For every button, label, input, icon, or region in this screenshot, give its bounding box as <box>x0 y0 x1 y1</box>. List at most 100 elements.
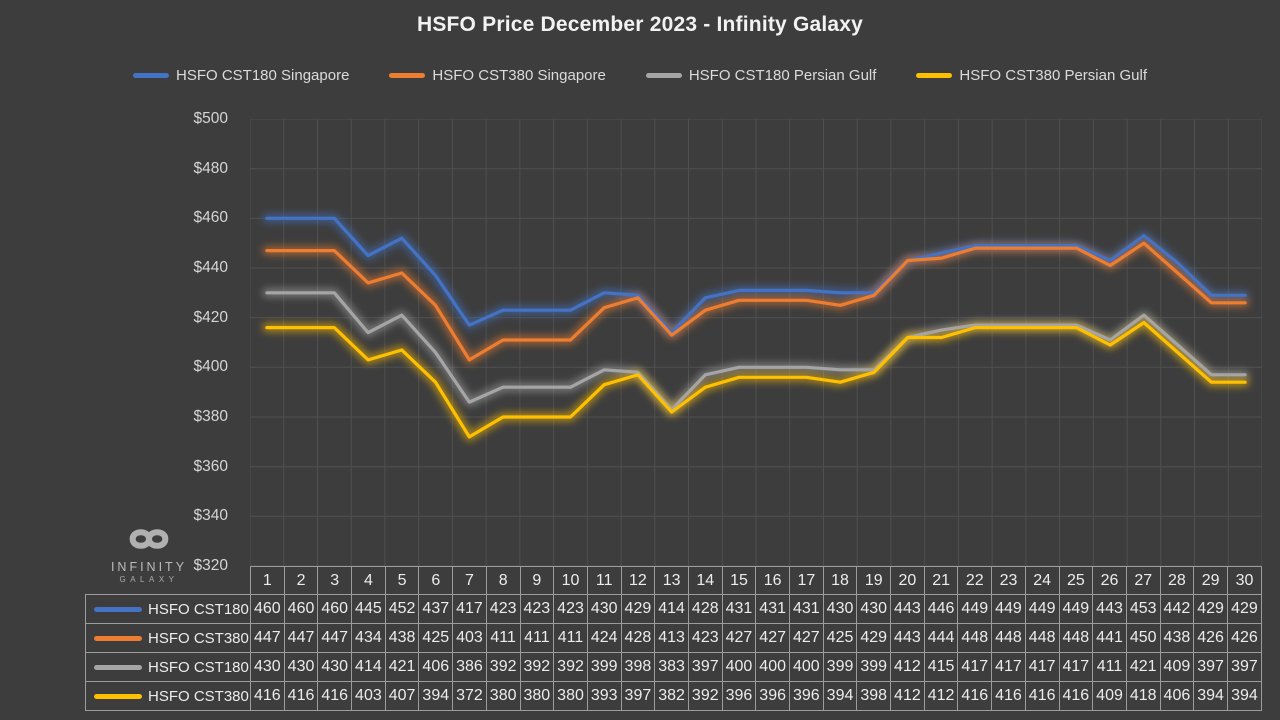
value-cell: 430 <box>856 594 892 624</box>
legend-item-label: HSFO CST380 Singapore <box>432 67 606 84</box>
legend-line-icon <box>645 73 682 78</box>
series-line-3 <box>265 291 1247 412</box>
day-header-cell: 29 <box>1193 566 1228 595</box>
value-cell: 383 <box>654 652 689 682</box>
day-header-cell: 5 <box>384 566 420 595</box>
value-cell: 406 <box>1159 681 1195 711</box>
value-cell: 396 <box>755 681 790 711</box>
day-header-cell: 10 <box>553 566 588 595</box>
table-row: HSFO CST380 Singapore4474474474344384254… <box>85 623 1263 653</box>
y-axis-labels: $320 $340 $360 $380 $400 $420 $440 $460 $480 $500 <box>0 110 240 574</box>
value-cell: 394 <box>418 681 454 711</box>
value-cell: 427 <box>721 623 757 653</box>
value-cell: 418 <box>1125 681 1161 711</box>
value-cell: 427 <box>755 623 790 653</box>
value-cell: 412 <box>923 681 959 711</box>
series-line-2 <box>265 241 1247 362</box>
legend-item-4: HSFO CST380 Persian Gulf <box>916 67 1147 84</box>
legend-item-1: HSFO CST180 Singapore <box>133 67 349 84</box>
value-cell: 445 <box>351 594 386 624</box>
value-cell: 392 <box>553 652 588 682</box>
value-cell: 423 <box>553 594 588 624</box>
value-cell: 437 <box>418 594 454 624</box>
value-cell: 400 <box>789 652 824 682</box>
value-cell: 409 <box>1159 652 1195 682</box>
day-header-cell: 25 <box>1058 566 1094 595</box>
value-cell: 416 <box>1024 681 1060 711</box>
value-cell: 416 <box>250 681 285 711</box>
day-header-cell: 20 <box>890 566 925 595</box>
value-cell: 386 <box>452 652 487 682</box>
value-cell: 443 <box>890 623 925 653</box>
y-axis-tick-label: $380 <box>193 408 228 425</box>
value-cell: 399 <box>856 652 892 682</box>
y-axis-tick-label: $500 <box>193 110 228 127</box>
value-cell: 431 <box>789 594 824 624</box>
value-cell: 417 <box>1024 652 1060 682</box>
legend-item-3: HSFO CST180 Persian Gulf <box>645 67 876 84</box>
logo-text-infinity: INFINITY <box>110 560 188 574</box>
value-cell: 392 <box>485 652 521 682</box>
value-cell: 394 <box>1193 681 1228 711</box>
legend-line-icon <box>133 73 169 78</box>
value-cell: 460 <box>283 594 319 624</box>
day-header-cell: 6 <box>418 566 454 595</box>
series-label-cell: HSFO CST380 Persian Gulf <box>85 681 251 711</box>
series-line-icon <box>94 693 142 699</box>
legend-line-icon <box>389 73 426 78</box>
value-cell: 416 <box>317 681 353 711</box>
day-header-cell: 8 <box>485 566 521 595</box>
value-cell: 448 <box>1058 623 1094 653</box>
value-cell: 417 <box>991 652 1026 682</box>
value-cell: 427 <box>789 623 824 653</box>
series-label-cell: HSFO CST180 Persian Gulf <box>85 652 251 682</box>
value-cell: 399 <box>586 652 622 682</box>
day-header-cell: 24 <box>1024 566 1060 595</box>
value-cell: 429 <box>1193 594 1228 624</box>
value-cell: 412 <box>890 681 925 711</box>
day-header-cell: 15 <box>721 566 757 595</box>
infinity-galaxy-logo: INFINITY GALAXY <box>103 523 195 584</box>
value-cell: 430 <box>250 652 285 682</box>
chart-title: HSFO Price December 2023 - Infinity Gala… <box>416 13 864 36</box>
value-cell: 447 <box>317 623 353 653</box>
series-line-icon <box>94 606 142 612</box>
value-cell: 380 <box>519 681 555 711</box>
value-cell: 434 <box>351 623 386 653</box>
day-header-cell: 7 <box>452 566 487 595</box>
value-cell: 380 <box>485 681 521 711</box>
value-cell: 449 <box>957 594 993 624</box>
value-cell: 425 <box>418 623 454 653</box>
value-cell: 380 <box>553 681 588 711</box>
value-cell: 448 <box>991 623 1026 653</box>
value-cell: 413 <box>654 623 689 653</box>
value-cell: 417 <box>1058 652 1094 682</box>
value-cell: 411 <box>553 623 588 653</box>
value-cell: 460 <box>317 594 353 624</box>
plot-area <box>250 119 1262 566</box>
value-cell: 403 <box>351 681 386 711</box>
y-axis-tick-label: $340 <box>193 507 228 525</box>
value-cell: 400 <box>721 652 757 682</box>
value-cell: 447 <box>250 623 285 653</box>
day-header-cell: 9 <box>519 566 555 595</box>
value-cell: 446 <box>923 594 959 624</box>
day-header-cell: 1 <box>250 566 285 595</box>
value-cell: 426 <box>1226 623 1263 653</box>
value-cell: 400 <box>755 652 790 682</box>
series-label-cell: HSFO CST180 Singapore <box>85 594 251 624</box>
value-cell: 407 <box>384 681 420 711</box>
value-cell: 392 <box>519 652 555 682</box>
value-cell: 403 <box>452 623 487 653</box>
value-cell: 394 <box>822 681 858 711</box>
value-cell: 398 <box>620 652 656 682</box>
value-cell: 372 <box>452 681 487 711</box>
series-label: HSFO CST180 Singapore <box>148 600 250 618</box>
day-header-cell: 13 <box>654 566 689 595</box>
value-cell: 449 <box>1058 594 1094 624</box>
value-cell: 443 <box>1092 594 1127 624</box>
value-cell: 428 <box>620 623 656 653</box>
value-cell: 430 <box>283 652 319 682</box>
table-corner-spacer <box>86 567 251 595</box>
